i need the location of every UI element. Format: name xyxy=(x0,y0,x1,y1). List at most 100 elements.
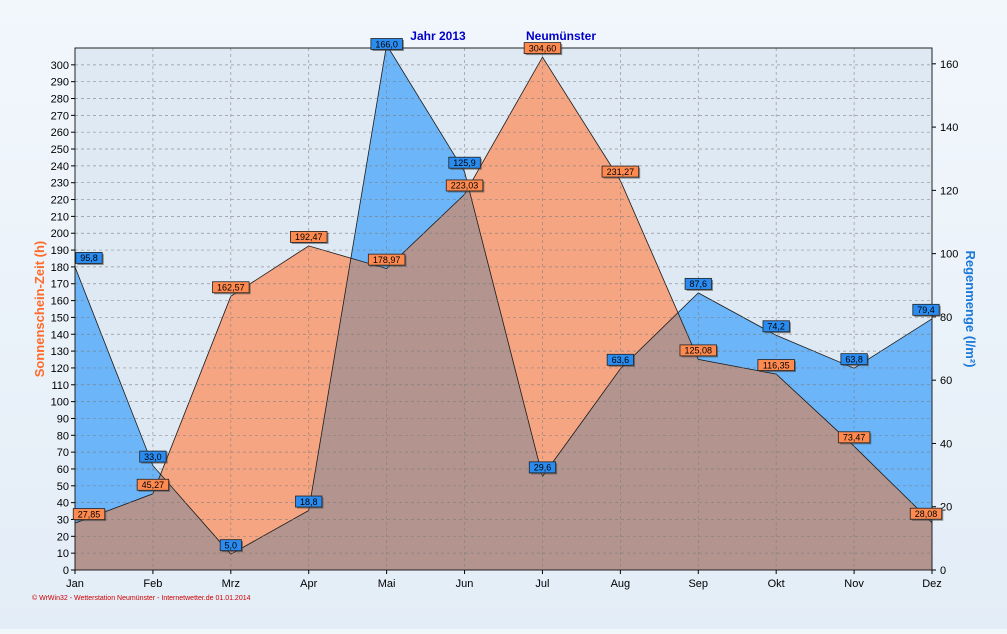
chart-title: Jahr 2013 xyxy=(410,29,466,43)
left-tick-label: 60 xyxy=(57,464,69,476)
left-tick-label: 270 xyxy=(51,110,69,122)
rain-line xyxy=(75,48,932,555)
x-tick-label: Jun xyxy=(456,578,474,590)
sunshine-data-label: 73,47 xyxy=(837,431,872,445)
left-tick-label: 200 xyxy=(51,228,69,240)
left-tick-label: 30 xyxy=(57,514,69,526)
sunshine-data-label-box xyxy=(290,231,328,243)
left-tick-label: 230 xyxy=(51,178,69,190)
rain-data-label-text: 166,0 xyxy=(375,39,398,49)
left-tick-label: 20 xyxy=(57,531,69,543)
rain-data-label: 18,8 xyxy=(295,495,324,509)
left-tick-label: 50 xyxy=(57,481,69,493)
rain-data-label: 95,8 xyxy=(75,252,104,265)
right-tick-label: 140 xyxy=(940,122,958,134)
sunshine-data-label: 178,97 xyxy=(367,253,407,267)
sunshine-data-label-box xyxy=(445,179,484,192)
left-tick-label: 250 xyxy=(51,144,69,156)
rain-data-label: 125,9 xyxy=(448,156,482,170)
right-tick-label: 100 xyxy=(940,249,958,261)
sunshine-data-label: 192,47 xyxy=(290,231,329,244)
rain-data-label-box xyxy=(762,320,790,333)
plot-series xyxy=(75,48,932,570)
rain-data-label-text: 18,8 xyxy=(300,497,318,507)
sunshine-data-label-text: 28,08 xyxy=(915,509,938,519)
rain-data-label-box xyxy=(840,353,868,366)
left-tick-label: 160 xyxy=(51,296,69,308)
rain-data-label: 63,8 xyxy=(840,353,869,367)
rain-data-label-box xyxy=(528,461,557,474)
rain-data-label-box xyxy=(684,277,712,290)
right-tick-label: 160 xyxy=(940,59,958,71)
left-tick-label: 190 xyxy=(51,245,69,257)
left-tick-label: 260 xyxy=(51,127,69,139)
rain-data-label-box xyxy=(139,450,167,463)
footer-text: © WrWin32 - Wetterstation Neumünster - I… xyxy=(32,595,251,602)
sunshine-data-label-text: 116,35 xyxy=(763,360,790,370)
left-tick-label: 70 xyxy=(57,447,69,459)
sunshine-data-label: 162,57 xyxy=(212,281,251,295)
right-tick-label: 40 xyxy=(940,438,952,450)
rain-data-label: 79,4 xyxy=(912,303,941,317)
sunshine-data-label-box xyxy=(909,507,943,520)
rain-data-label-box xyxy=(75,252,103,264)
sunshine-data-label-text: 27,85 xyxy=(78,509,101,519)
rain-data-label-text: 63,6 xyxy=(612,355,630,365)
left-tick-label: 180 xyxy=(51,262,69,274)
sunshine-data-label: 28,08 xyxy=(909,507,944,521)
chart-subtitle: Neumünster xyxy=(526,29,596,43)
sunshine-data-label-text: 231,27 xyxy=(607,167,635,177)
left-tick-label: 110 xyxy=(51,380,69,392)
sunshine-data-label-box xyxy=(679,344,717,357)
right-tick-label: 0 xyxy=(940,565,946,577)
overlap-area xyxy=(75,57,932,570)
rain-data-label-text: 33,0 xyxy=(144,452,162,462)
right-tick-label: 120 xyxy=(940,185,958,197)
sunshine-data-label-box xyxy=(72,508,106,521)
sunshine-data-label-text: 223,03 xyxy=(451,181,479,191)
x-tick-label: Jul xyxy=(535,578,549,590)
sunshine-data-label-text: 304,60 xyxy=(529,43,557,53)
sunshine-data-label-box xyxy=(367,253,406,266)
sunshine-data-label-text: 45,27 xyxy=(142,480,165,490)
rain-data-label: 166,0 xyxy=(370,38,404,51)
sunshine-line xyxy=(75,56,932,524)
sunshine-data-label: 116,35 xyxy=(757,359,796,373)
left-tick-label: 80 xyxy=(57,430,69,442)
rain-data-label: 5,0 xyxy=(219,539,243,553)
left-tick-label: 120 xyxy=(51,363,69,375)
sunshine-data-label: 304,60 xyxy=(523,42,563,56)
sunshine-data-label-box xyxy=(523,42,562,54)
sunshine-data-label-box xyxy=(212,281,250,294)
left-tick-label: 240 xyxy=(51,161,69,173)
x-tick-label: Jan xyxy=(66,578,84,590)
x-tick-label: Nov xyxy=(844,578,864,590)
y-axis-label-left: Sonnenschein-Zeit (h) xyxy=(32,241,47,378)
rain-data-label-text: 5,0 xyxy=(225,540,238,550)
left-tick-label: 210 xyxy=(51,211,69,223)
rain-data-label-box xyxy=(219,539,242,552)
rain-data-label: 87,6 xyxy=(684,277,713,291)
left-tick-label: 130 xyxy=(51,346,69,358)
rain-data-label-text: 95,8 xyxy=(80,253,98,263)
x-tick-label: Okt xyxy=(768,578,785,590)
left-tick-label: 90 xyxy=(57,413,69,425)
left-tick-label: 40 xyxy=(57,498,69,510)
x-tick-label: Feb xyxy=(143,578,162,590)
sunshine-data-label-text: 125,08 xyxy=(685,346,713,356)
left-tick-label: 0 xyxy=(63,565,69,577)
rain-data-label-box xyxy=(912,303,940,316)
sunshine-data-label-box xyxy=(837,431,871,444)
x-tick-label: Dez xyxy=(922,578,942,590)
sunshine-data-label-box xyxy=(601,165,640,178)
x-tick-label: Mai xyxy=(378,578,396,590)
left-tick-label: 10 xyxy=(57,548,69,560)
sunshine-data-label: 125,08 xyxy=(679,344,719,358)
rain-data-label: 29,6 xyxy=(528,461,558,475)
sunshine-data-label-text: 73,47 xyxy=(843,433,866,443)
x-tick-label: Aug xyxy=(611,578,631,590)
rain-data-label-box xyxy=(295,495,323,508)
sunshine-data-label: 223,03 xyxy=(445,179,485,193)
